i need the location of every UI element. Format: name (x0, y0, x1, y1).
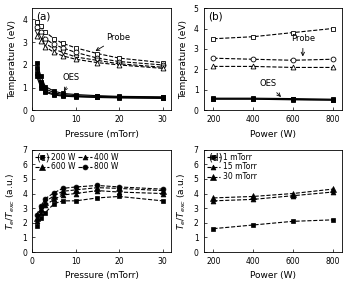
400 W (35, 220, 39, 223)
800 W (39, 204, 43, 208)
200 W (52, 202, 56, 205)
Text: OES: OES (259, 79, 280, 96)
Text: OES: OES (63, 73, 80, 91)
600 W (35, 217, 39, 220)
600 W (160, 189, 164, 192)
200 W (43, 211, 48, 214)
600 W (117, 187, 121, 190)
400 W (74, 192, 78, 195)
Line: 200 W: 200 W (34, 194, 165, 229)
400 W (52, 198, 56, 201)
15 mTorr (211, 199, 215, 203)
Y-axis label: Temperature (eV): Temperature (eV) (8, 20, 17, 99)
Line: 1 mTorr: 1 mTorr (211, 217, 335, 231)
Legend: 200 W, 600 W, 400 W, 800 W: 200 W, 600 W, 400 W, 800 W (35, 152, 119, 172)
1 mTorr (330, 218, 335, 221)
600 W (74, 188, 78, 192)
800 W (95, 184, 100, 187)
Text: (d): (d) (208, 153, 222, 163)
800 W (35, 213, 39, 216)
400 W (61, 193, 65, 197)
Line: 800 W: 800 W (34, 183, 165, 217)
Y-axis label: $T_e/T_{exc}$ (a.u.): $T_e/T_{exc}$ (a.u.) (176, 172, 188, 230)
400 W (43, 203, 48, 207)
Line: 15 mTorr: 15 mTorr (211, 190, 335, 203)
800 W (43, 197, 48, 200)
1 mTorr (211, 227, 215, 230)
Text: Probe: Probe (96, 33, 130, 50)
30 mTorr (291, 192, 295, 195)
200 W (95, 196, 100, 200)
600 W (39, 207, 43, 211)
800 W (52, 191, 56, 194)
200 W (61, 199, 65, 203)
600 W (95, 186, 100, 189)
Y-axis label: Temperature (eV): Temperature (eV) (179, 20, 188, 99)
30 mTorr (330, 188, 335, 191)
Legend: 1 mTorr, 15 mTorr, 30 mTorr: 1 mTorr, 15 mTorr, 30 mTorr (206, 152, 257, 182)
X-axis label: Pressure (mTorr): Pressure (mTorr) (65, 272, 139, 280)
Y-axis label: $T_e/T_{exc}$ (a.u.): $T_e/T_{exc}$ (a.u.) (5, 172, 17, 230)
400 W (117, 190, 121, 194)
600 W (52, 194, 56, 198)
30 mTorr (251, 195, 255, 198)
1 mTorr (251, 223, 255, 227)
X-axis label: Power (W): Power (W) (250, 272, 296, 280)
200 W (39, 217, 43, 220)
200 W (74, 199, 78, 203)
800 W (61, 187, 65, 190)
800 W (160, 188, 164, 191)
Text: Probe: Probe (291, 34, 315, 56)
1 mTorr (291, 220, 295, 223)
800 W (74, 185, 78, 189)
400 W (160, 192, 164, 195)
15 mTorr (330, 190, 335, 194)
Line: 30 mTorr: 30 mTorr (211, 186, 335, 201)
600 W (43, 200, 48, 203)
Text: (c): (c) (36, 153, 50, 163)
200 W (160, 199, 164, 203)
30 mTorr (211, 196, 215, 200)
800 W (117, 185, 121, 189)
200 W (117, 195, 121, 198)
400 W (39, 211, 43, 214)
Line: 400 W: 400 W (34, 188, 165, 224)
15 mTorr (251, 198, 255, 201)
X-axis label: Power (W): Power (W) (250, 130, 296, 139)
Text: (b): (b) (208, 11, 222, 21)
Text: (a): (a) (36, 11, 51, 21)
X-axis label: Pressure (mTorr): Pressure (mTorr) (65, 130, 139, 139)
600 W (61, 190, 65, 193)
400 W (95, 189, 100, 192)
Line: 600 W: 600 W (34, 185, 165, 221)
15 mTorr (291, 194, 295, 198)
200 W (35, 225, 39, 228)
